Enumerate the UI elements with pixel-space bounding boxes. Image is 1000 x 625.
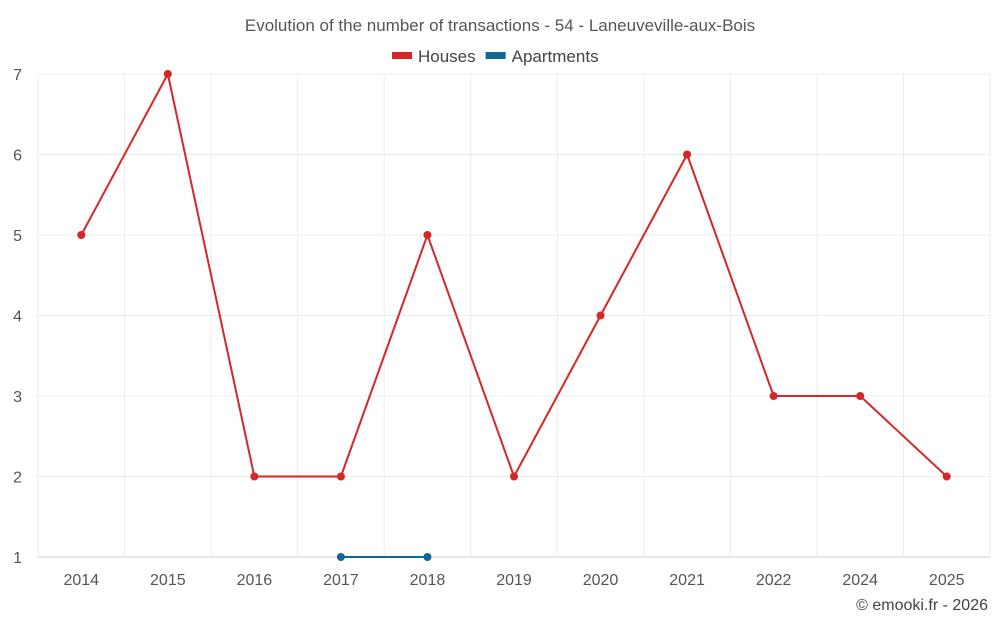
x-tick-label: 2018 <box>410 572 446 589</box>
data-point-houses[interactable] <box>942 472 951 481</box>
y-tick-label: 6 <box>13 148 22 165</box>
legend-label-houses[interactable]: Houses <box>418 47 476 66</box>
data-point-houses[interactable] <box>77 231 86 239</box>
data-point-houses[interactable] <box>596 311 605 320</box>
data-point-houses[interactable] <box>769 392 778 400</box>
series-group <box>77 70 951 561</box>
data-point-houses[interactable] <box>856 392 865 400</box>
legend-swatch-apartments <box>485 52 506 59</box>
y-tick-label: 2 <box>13 470 22 487</box>
legend-swatch-houses <box>392 52 412 59</box>
data-point-houses[interactable] <box>250 472 259 481</box>
data-point-houses[interactable] <box>336 472 345 481</box>
y-axis-ticks: 1 2 3 4 5 6 7 <box>13 67 22 567</box>
grid <box>37 73 991 558</box>
y-tick-label: 3 <box>13 389 22 406</box>
legend-label-apartments[interactable]: Apartments <box>512 47 599 66</box>
x-tick-label: 2016 <box>237 572 273 589</box>
data-point-houses[interactable] <box>163 70 172 78</box>
data-point-apartments[interactable] <box>336 553 345 561</box>
data-point-houses[interactable] <box>423 231 432 239</box>
x-tick-label: 2017 <box>323 572 359 589</box>
x-tick-label: 2014 <box>63 572 99 589</box>
data-point-houses[interactable] <box>510 472 518 481</box>
x-tick-label: 2025 <box>929 572 965 589</box>
x-tick-label: 2024 <box>842 572 878 589</box>
data-point-houses[interactable] <box>683 150 692 159</box>
y-tick-label: 7 <box>13 67 22 84</box>
x-tick-label: 2019 <box>496 572 532 589</box>
y-tick-label: 1 <box>13 550 22 567</box>
x-tick-label: 2021 <box>669 572 705 589</box>
y-tick-label: 4 <box>13 309 22 326</box>
legend: Houses Apartments <box>392 47 599 66</box>
y-tick-label: 5 <box>13 228 22 245</box>
x-tick-label: 2022 <box>756 572 792 589</box>
x-axis-ticks: 2014 2015 2016 2017 2018 2019 2020 2021 2022 2024… <box>63 572 964 589</box>
x-tick-label: 2020 <box>583 572 619 589</box>
credit-text: © emooki.fr - 2026 <box>856 597 988 614</box>
x-tick-label: 2015 <box>150 572 186 589</box>
chart-title: Evolution of the number of transactions … <box>245 16 755 35</box>
data-point-apartments[interactable] <box>423 553 432 561</box>
